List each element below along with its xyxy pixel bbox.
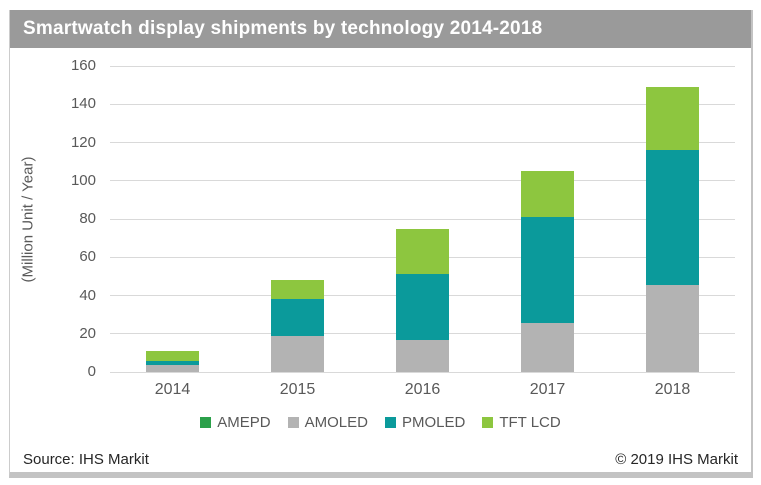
- gridline-140: [110, 103, 735, 105]
- legend-swatch-icon: [482, 417, 494, 428]
- copyright-note: © 2019 IHS Markit: [615, 450, 738, 468]
- legend-label: AMOLED: [304, 414, 368, 431]
- bar-2014-amoled: [146, 365, 199, 372]
- bar-2015-pmoled: [271, 299, 324, 336]
- legend-swatch-icon: [200, 417, 212, 428]
- y-axis-title: (Million Unit / Year): [16, 66, 40, 372]
- bar-2018-tft-lcd: [646, 87, 699, 151]
- legend-label: TFT LCD: [499, 414, 561, 431]
- x-label-2014: 2014: [154, 381, 191, 398]
- x-label-2015: 2015: [279, 381, 316, 398]
- footer: Source: IHS Markit © 2019 IHS Markit: [23, 448, 738, 470]
- y-axis-title-text: (Million Unit / Year): [19, 156, 37, 282]
- bar-2016-amoled: [396, 339, 449, 372]
- chart-frame: Smartwatch display shipments by technolo…: [9, 10, 753, 478]
- chart-title: Smartwatch display shipments by technolo…: [10, 10, 751, 48]
- plot-area: 0 20 40 60 80 100 120 140 160: [71, 57, 735, 380]
- bar-2015-tft-lcd: [271, 280, 324, 300]
- legend-item-tft-lcd: TFT LCD: [482, 414, 561, 431]
- legend-item-amepd: AMEPD: [200, 414, 271, 431]
- legend-swatch-icon: [287, 417, 299, 428]
- legend-label: AMEPD: [217, 414, 271, 431]
- y-tick-80: 80: [79, 210, 96, 227]
- bar-2016-tft-lcd: [396, 228, 449, 274]
- y-tick-120: 120: [70, 133, 96, 151]
- gridline-160: [110, 65, 735, 67]
- bar-2018-pmoled: [646, 150, 699, 285]
- gridline-100: [110, 180, 735, 182]
- bar-2015-amoled: [271, 335, 324, 372]
- bar-2017-amoled: [521, 323, 574, 372]
- bar-2017-pmoled: [521, 217, 574, 324]
- gridline-120: [110, 142, 735, 143]
- gridline-0: [110, 371, 735, 373]
- y-tick-160: 160: [70, 57, 96, 74]
- bar-2016-pmoled: [396, 273, 449, 340]
- y-tick-40: 40: [79, 286, 96, 304]
- bar-2017-tft-lcd: [521, 171, 574, 218]
- y-tick-140: 140: [70, 95, 96, 113]
- legend-label: PMOLED: [401, 414, 466, 431]
- x-label-2018: 2018: [654, 381, 691, 398]
- gridline-80: [110, 218, 735, 220]
- x-label-2017: 2017: [529, 381, 566, 398]
- y-tick-100: 100: [70, 171, 96, 189]
- legend-item-pmoled: PMOLED: [384, 414, 466, 431]
- x-label-2016: 2016: [404, 381, 441, 398]
- bar-2014-tft-lcd: [146, 350, 199, 361]
- y-tick-60: 60: [79, 248, 96, 266]
- bar-2014-pmoled: [146, 360, 199, 366]
- bar-2018-amoled: [646, 284, 699, 372]
- legend-swatch-icon: [384, 417, 396, 428]
- y-tick-20: 20: [79, 324, 96, 342]
- x-axis-labels: 2014 2015 2016 2017 2018: [110, 381, 735, 399]
- source-note: Source: IHS Markit: [23, 450, 149, 468]
- y-tick-0: 0: [87, 363, 96, 380]
- legend: AMEPD AMOLED PMOLED TFT LCD: [10, 414, 751, 431]
- legend-item-amoled: AMOLED: [287, 414, 368, 431]
